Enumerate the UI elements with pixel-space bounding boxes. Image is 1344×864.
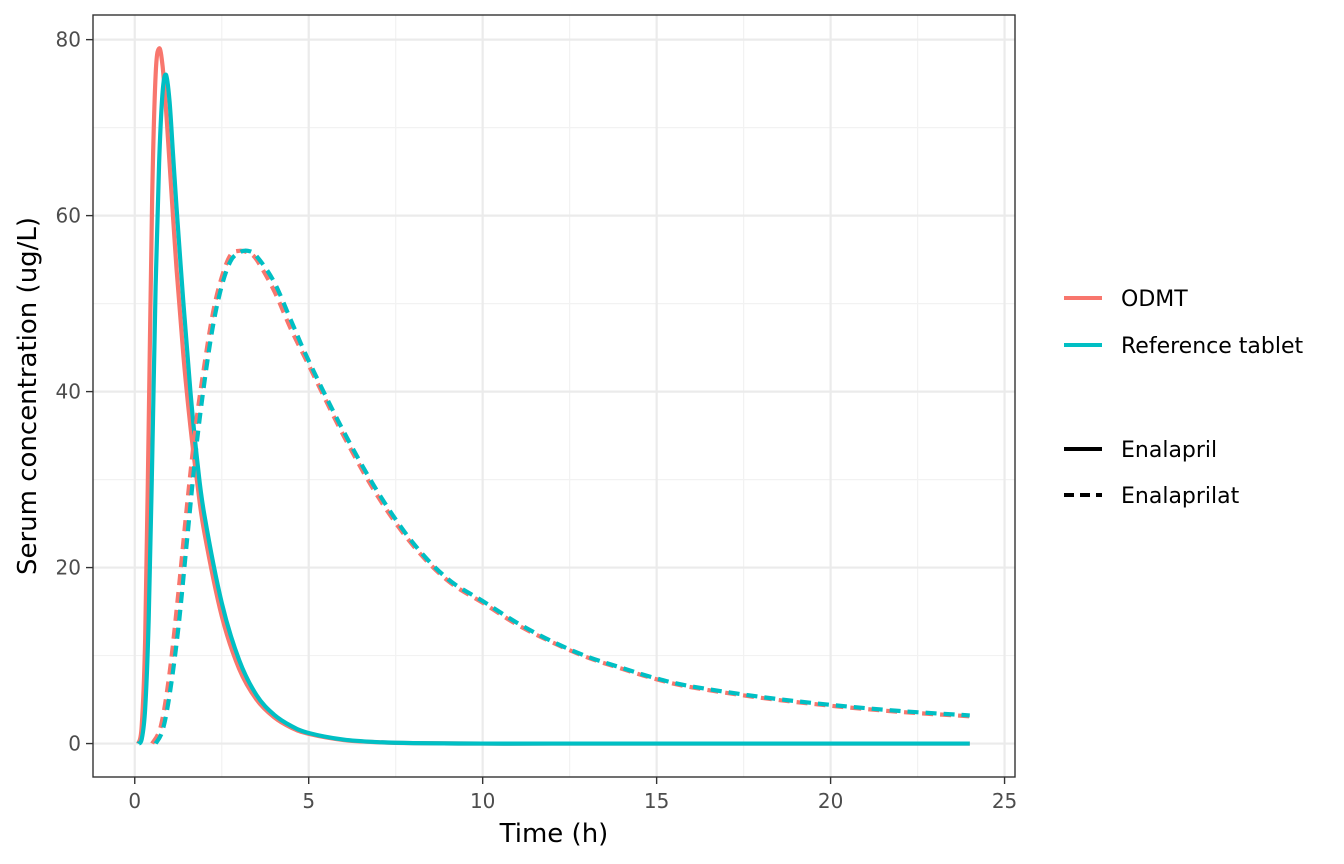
series-line-reference-tablet-enalaprilat [153, 248, 970, 745]
legend-label-enalaprilat: Enalaprilat [1121, 484, 1240, 509]
y-tick-label: 60 [56, 204, 81, 228]
x-tick-label: 5 [302, 789, 315, 813]
legend-label-odmt: ODMT [1121, 287, 1188, 312]
y-axis-title: Serum concentration (ug/L) [13, 217, 43, 575]
x-axis-title: Time (h) [499, 819, 609, 849]
y-tick-label: 0 [68, 732, 81, 756]
x-tick-label: 10 [470, 789, 495, 813]
x-tick-label: 20 [818, 789, 843, 813]
tick-labels: 0 5 10 15 20 25 0 20 40 60 80 [56, 28, 1018, 813]
axis-ticks [86, 38, 1006, 784]
legend-label-enalapril: Enalapril [1121, 438, 1217, 463]
legend-item-enalaprilat: Enalaprilat [1064, 484, 1240, 509]
y-tick-label: 80 [56, 28, 81, 52]
plot-border [92, 14, 1016, 778]
plot-panel [93, 15, 1015, 777]
x-tick-label: 25 [992, 789, 1017, 813]
legend-item-enalapril: Enalapril [1064, 438, 1217, 463]
legend-label-reference-tablet: Reference tablet [1121, 334, 1303, 359]
legend-item-reference-tablet: Reference tablet [1064, 334, 1303, 359]
y-tick-label: 40 [56, 380, 81, 404]
legend-item-odmt: ODMT [1064, 287, 1188, 312]
series-line-reference-tablet-enalapril [136, 72, 970, 746]
x-tick-label: 15 [644, 789, 669, 813]
major-gridlines [93, 15, 1015, 777]
series-lines [136, 46, 970, 746]
legend: ODMT Reference tablet Enalapril Enalapri… [1064, 287, 1303, 509]
y-tick-label: 20 [56, 556, 81, 580]
minor-gridlines [93, 15, 1015, 777]
x-tick-label: 0 [128, 789, 141, 813]
